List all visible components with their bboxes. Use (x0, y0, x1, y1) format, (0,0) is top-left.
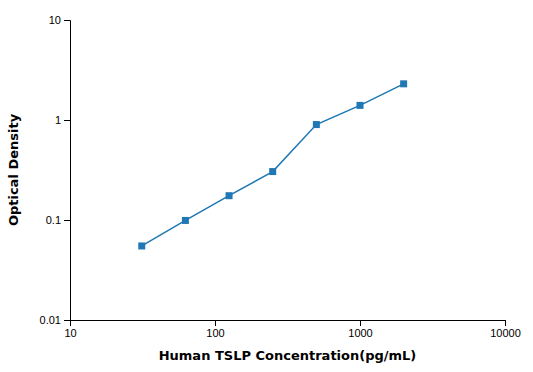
x-tick-label: 100 (206, 327, 224, 339)
x-axis-title: Human TSLP Concentration(pg/mL) (159, 348, 417, 363)
point (182, 217, 189, 224)
marks (138, 80, 407, 249)
x-tick: 1000 (348, 320, 372, 339)
y-tick-mark (64, 220, 70, 221)
x-tick-mark (360, 320, 361, 326)
y-tick-mark (64, 120, 70, 121)
point (400, 80, 407, 87)
x-axis-line (71, 321, 506, 327)
y-tick-label: 10 (49, 14, 61, 26)
y-tick-label: 1 (55, 114, 61, 126)
point (269, 168, 276, 175)
x-tick-label: 10000 (490, 327, 521, 339)
y-tick-label: 0.01 (40, 314, 61, 326)
y-tick-mark (64, 320, 70, 321)
x-tick: 10 (64, 320, 76, 339)
y-tick: 0.1 (46, 214, 70, 226)
x-axis: 10 100 1000 10000 (64, 320, 520, 339)
plot: 10 100 1000 10000 0.01 0.1 1 10 (40, 14, 521, 339)
point (226, 192, 233, 199)
y-axis-line (64, 21, 71, 321)
y-tick-mark (64, 20, 70, 21)
x-tick: 10000 (490, 320, 521, 339)
y-axis: 0.01 0.1 1 10 (40, 14, 71, 326)
point (313, 121, 320, 128)
line (142, 84, 404, 246)
x-tick: 100 (206, 320, 224, 339)
y-axis-title: Optical Density (6, 113, 21, 226)
y-tick-label: 0.1 (46, 214, 61, 226)
x-tick-mark (215, 320, 216, 326)
point (357, 102, 364, 109)
point (138, 242, 145, 249)
y-tick: 1 (55, 114, 70, 126)
x-tick-label: 10 (64, 327, 76, 339)
y-tick: 10 (49, 14, 70, 26)
x-tick-mark (505, 320, 506, 326)
y-tick: 0.01 (40, 314, 70, 326)
chart: 10 100 1000 10000 0.01 0.1 1 10 Human TSLP Conce… (0, 0, 533, 372)
x-tick-label: 1000 (348, 327, 372, 339)
